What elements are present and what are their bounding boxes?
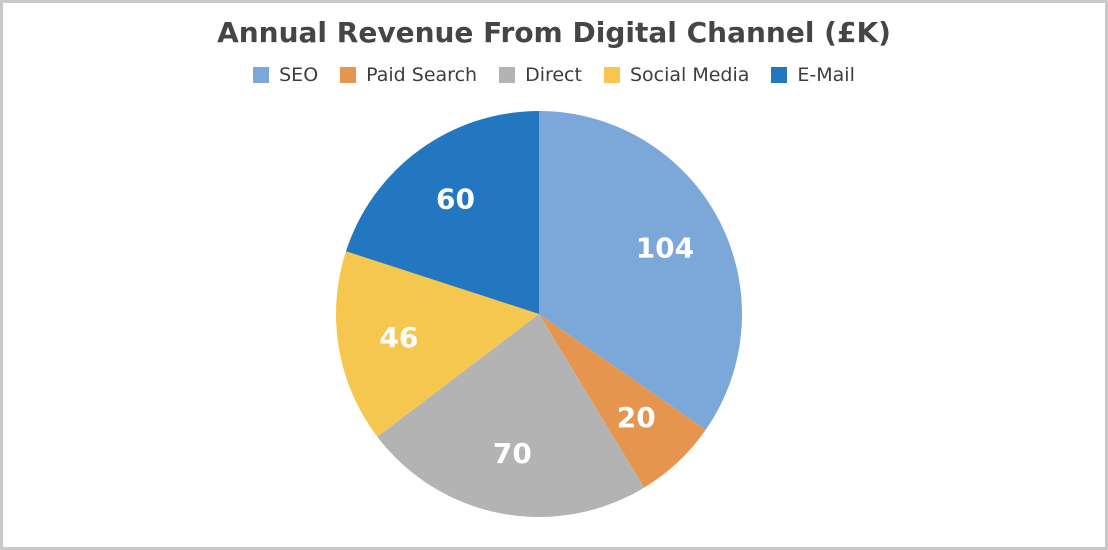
- legend-swatch-e-mail: [771, 67, 788, 83]
- pie-slice-social-media: [336, 251, 539, 437]
- chart-title: Annual Revenue From Digital Channel (£K): [217, 16, 891, 49]
- data-label-e-mail: 60: [436, 183, 475, 216]
- legend-item-seo: SEO: [253, 64, 318, 86]
- legend-label-seo: SEO: [279, 64, 319, 86]
- legend-label-direct: Direct: [525, 64, 582, 86]
- legend-item-social-media: Social Media: [603, 64, 750, 86]
- legend-label-paid-search: Paid Search: [366, 64, 478, 86]
- data-label-paid-search: 20: [617, 401, 656, 434]
- legend-swatch-social-media: [603, 67, 620, 83]
- legend-item-paid-search: Paid Search: [340, 64, 477, 86]
- data-label-direct: 70: [493, 437, 532, 470]
- data-label-social-media: 46: [379, 321, 418, 354]
- data-label-seo: 104: [636, 232, 694, 265]
- legend-item-e-mail: E-Mail: [771, 64, 855, 86]
- legend-swatch-seo: [253, 67, 270, 83]
- legend-label-social-media: Social Media: [629, 64, 750, 86]
- legend-swatch-direct: [499, 67, 516, 83]
- pie-slice-e-mail: [345, 111, 539, 314]
- chart-legend: SEO Paid Search Direct Social Media E-Ma…: [0, 64, 1108, 86]
- legend-swatch-paid-search: [340, 67, 357, 83]
- legend-item-direct: Direct: [499, 64, 582, 86]
- legend-label-e-mail: E-Mail: [797, 64, 855, 86]
- pie-slice-paid-search: [539, 314, 706, 488]
- pie-slice-direct: [377, 314, 645, 517]
- pie-slice-seo: [539, 111, 743, 430]
